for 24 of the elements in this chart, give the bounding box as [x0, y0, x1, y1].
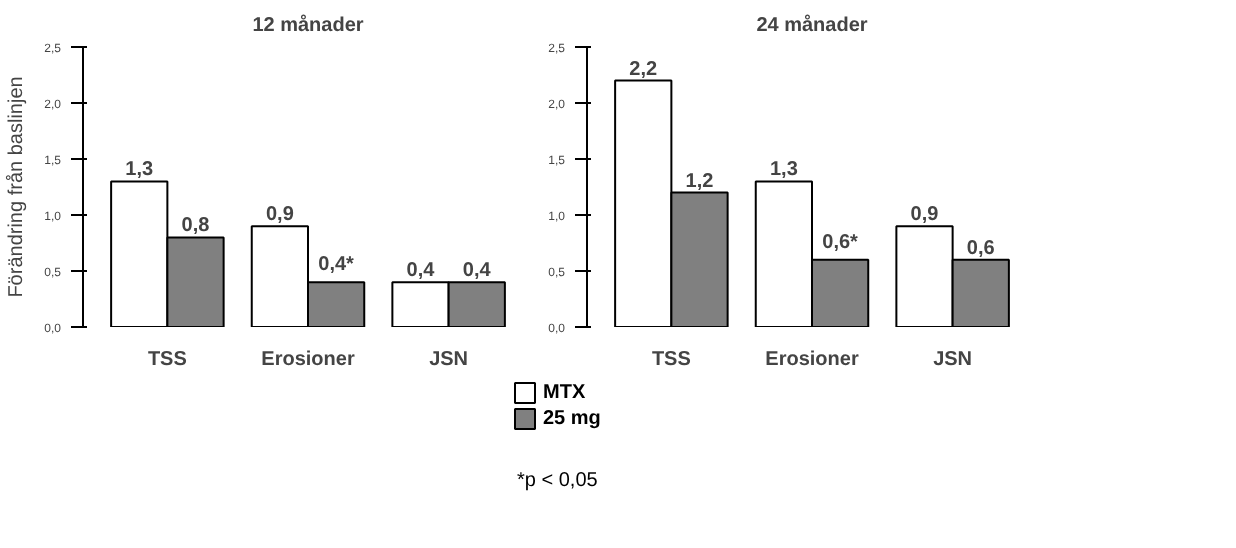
data-label: 0,4*	[318, 254, 355, 277]
x-tick-label: Erosioner	[765, 349, 859, 371]
chart-title: 12 månader	[252, 13, 364, 37]
x-tick-label: JSN	[429, 349, 469, 371]
x-tick-label: Erosioner	[261, 349, 355, 371]
y-axis-title: Förändring från baslinjen	[4, 76, 29, 298]
chart-title: 24 månader	[756, 13, 868, 37]
data-label: 1,2	[685, 170, 715, 193]
legend-label: 25 mg	[543, 408, 601, 430]
data-label: 0,9	[265, 204, 295, 227]
text: *p < 0,05	[517, 470, 599, 492]
data-label: 0,6	[966, 237, 996, 260]
data-label: 0,4	[462, 260, 492, 283]
x-tick-label: JSN	[933, 349, 973, 371]
data-label: 2,2	[629, 58, 659, 81]
data-label: 0,6*	[822, 231, 859, 254]
legend-label: MTX	[543, 382, 586, 404]
data-label: 0,9	[910, 204, 940, 227]
x-tick-label: TSS	[147, 349, 188, 371]
x-tick-label: TSS	[651, 349, 692, 371]
data-label: 0,4	[406, 260, 436, 283]
data-label: 1,3	[125, 159, 155, 182]
data-label: 0,8	[181, 215, 211, 238]
data-label: 1,3	[769, 159, 799, 182]
